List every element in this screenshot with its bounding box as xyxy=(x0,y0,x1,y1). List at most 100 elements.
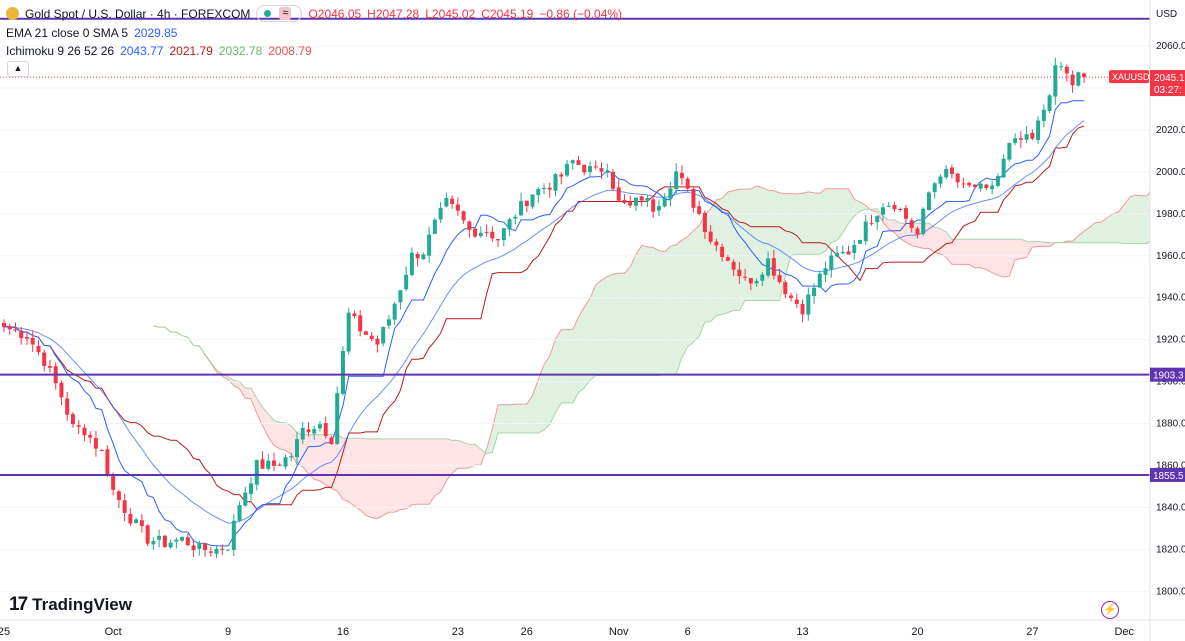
cloud-segment xyxy=(1038,241,1044,247)
candle-body xyxy=(725,257,730,261)
horizontal-lines[interactable] xyxy=(0,17,1150,476)
candle-body xyxy=(254,460,259,485)
candle-body xyxy=(208,551,213,553)
cloud-segment xyxy=(951,239,958,265)
cloud-segment xyxy=(946,231,952,265)
candle-body xyxy=(536,188,541,196)
candle-body xyxy=(875,216,880,223)
compare-icon[interactable]: ≈ xyxy=(279,7,292,20)
tradingview-logo-icon: 17 xyxy=(9,594,28,615)
cloud-segment xyxy=(268,413,275,446)
candle-body xyxy=(840,251,845,254)
candle-body xyxy=(306,429,311,433)
y-tick-label: 1960.0 xyxy=(1156,251,1185,262)
y-tick-label: 2000.0 xyxy=(1156,167,1185,178)
x-tick-label: 6 xyxy=(685,626,691,638)
cloud-segment xyxy=(722,191,728,315)
cloud-segment xyxy=(423,438,430,505)
candle-body xyxy=(570,160,575,164)
candle-body xyxy=(783,282,788,295)
legend-ema-row[interactable]: EMA 21 close 0 SMA 5 2029.85 xyxy=(6,26,183,40)
cloud-segment xyxy=(670,244,677,375)
market-status-pill[interactable]: ≈ xyxy=(256,5,303,22)
cloud-segment xyxy=(475,444,481,466)
ema-value: 2029.85 xyxy=(134,26,178,40)
hline-price-tag[interactable] xyxy=(1150,367,1185,382)
candle-body xyxy=(886,205,891,207)
cloud-segment xyxy=(452,440,458,474)
cloud-segment xyxy=(676,240,682,375)
candle-body xyxy=(1013,138,1018,144)
candle-body xyxy=(789,295,794,298)
cloud-segment xyxy=(1112,211,1119,243)
candle-body xyxy=(363,331,368,335)
ichimoku-spanb-value: 2032.78 xyxy=(218,44,263,58)
candle-body xyxy=(829,255,834,270)
cloud-segment xyxy=(360,438,366,516)
candle-body xyxy=(501,228,506,241)
candle-body xyxy=(633,197,638,206)
cloud-segment xyxy=(756,185,763,301)
legend-ichimoku-row[interactable]: Ichimoku 9 26 52 26 2043.77 2021.79 2032… xyxy=(6,44,318,58)
y-tick-label: 2060.0 xyxy=(1156,41,1185,52)
candle-body xyxy=(243,492,248,506)
candle-body xyxy=(921,208,926,234)
candle-body xyxy=(507,219,512,230)
candle-body xyxy=(294,439,299,458)
candle-body xyxy=(1041,109,1046,121)
candle-body xyxy=(938,176,943,184)
x-tick-label: 20 xyxy=(911,626,923,638)
candle-body xyxy=(599,168,604,172)
candle-body xyxy=(1030,132,1035,139)
cloud-segment xyxy=(842,188,849,233)
candle-body xyxy=(559,174,564,177)
candle-body xyxy=(1059,66,1064,68)
candle-body xyxy=(972,184,977,188)
candle-body xyxy=(955,173,960,183)
candle-body xyxy=(272,460,277,466)
cloud-segment xyxy=(1101,217,1108,243)
cloud-segment xyxy=(739,189,746,311)
last-price-tag xyxy=(1150,70,1185,97)
symbol-title[interactable]: Gold Spot / U.S. Dollar · 4h · FOREXCOM xyxy=(25,6,251,21)
cloud-segment xyxy=(664,246,671,375)
cloud-segment xyxy=(233,380,240,389)
cloud-segment xyxy=(819,188,826,255)
cloud-segment xyxy=(653,247,659,376)
candle-body xyxy=(714,241,719,246)
cloud-segment xyxy=(681,236,688,358)
candle-body xyxy=(421,254,426,260)
candle-body xyxy=(36,345,41,353)
cloud-segment xyxy=(624,267,631,376)
cloud-segment xyxy=(831,188,838,243)
candle-body xyxy=(197,543,202,549)
candle-body xyxy=(1018,138,1023,140)
y-tick-label: 1980.0 xyxy=(1156,209,1185,220)
candle-body xyxy=(697,206,702,214)
cloud-segment xyxy=(498,404,504,433)
candle-body xyxy=(1047,95,1052,111)
lightning-icon[interactable]: ⚡ xyxy=(1101,601,1119,619)
y-tick-label: 1820.0 xyxy=(1156,544,1185,555)
candle-body xyxy=(817,273,822,288)
candle-body xyxy=(478,232,483,237)
tradingview-logo[interactable]: 17 TradingView xyxy=(9,594,132,616)
ichimoku-cloud xyxy=(153,167,1185,520)
candle-body xyxy=(760,274,765,281)
cloud-segment xyxy=(245,388,252,399)
hline-price-tag[interactable] xyxy=(1150,467,1185,482)
cloud-segment xyxy=(1009,239,1016,277)
candle-body xyxy=(898,209,903,211)
cloud-segment xyxy=(814,192,820,255)
cloud-segment xyxy=(1015,239,1021,260)
ohlc-high: H2047.28 xyxy=(367,6,420,21)
candle-body xyxy=(185,537,190,546)
candle-body xyxy=(685,178,690,189)
x-tick-label: 27 xyxy=(1026,626,1038,638)
y-tick-label: 1840.0 xyxy=(1156,502,1185,513)
candle-body xyxy=(277,464,282,466)
legend-title-row: Gold Spot / U.S. Dollar · 4h · FOREXCOM … xyxy=(6,5,628,22)
collapse-legend-button[interactable]: ▲ xyxy=(7,61,29,77)
candle-body xyxy=(524,200,529,207)
